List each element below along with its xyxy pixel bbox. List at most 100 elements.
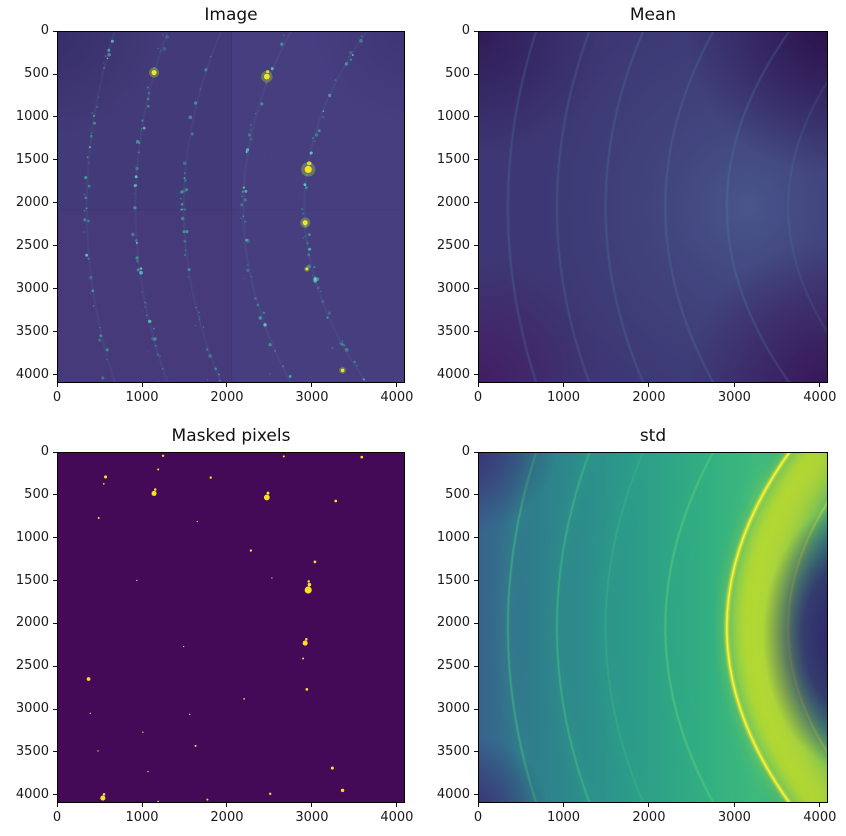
y-tick-mark <box>53 751 57 753</box>
y-tick-mark <box>53 159 57 161</box>
y-tick-mark <box>474 580 478 582</box>
x-tick-label: 1000 <box>546 390 581 405</box>
y-tick-mark <box>53 451 57 453</box>
y-tick-mark <box>53 622 57 624</box>
y-tick-label: 500 <box>24 486 49 502</box>
subplot-mean-title: Mean <box>629 5 677 25</box>
y-tick-mark <box>53 30 57 32</box>
y-tick-label: 4000 <box>15 786 49 802</box>
x-tick-mark <box>396 803 398 807</box>
y-tick-mark <box>474 665 478 667</box>
y-tick-mark <box>474 751 478 753</box>
x-tick-label: 4000 <box>803 390 837 405</box>
y-tick-mark <box>474 622 478 624</box>
x-tick-label: 4000 <box>380 390 414 405</box>
y-tick-label: 4000 <box>436 366 470 382</box>
x-tick-mark <box>733 383 735 387</box>
x-tick-mark <box>477 803 479 807</box>
y-tick-mark <box>474 537 478 539</box>
y-tick-mark <box>474 374 478 376</box>
x-tick-mark <box>819 803 821 807</box>
y-tick-label: 2500 <box>15 658 49 674</box>
y-tick-label: 1500 <box>436 572 470 588</box>
x-tick-mark <box>648 803 650 807</box>
y-tick-mark <box>474 202 478 204</box>
x-tick-mark <box>477 383 479 387</box>
y-tick-label: 500 <box>445 66 470 81</box>
y-tick-mark <box>474 116 478 118</box>
x-tick-label: 3000 <box>295 810 329 825</box>
y-tick-label: 1500 <box>15 572 49 588</box>
subplot-mean-heatmap <box>479 32 827 382</box>
y-tick-mark <box>53 580 57 582</box>
y-tick-label: 3500 <box>436 743 470 759</box>
subplot-mean-plot-area <box>478 31 828 383</box>
y-tick-mark <box>53 73 57 75</box>
subplot-std-heatmap <box>479 453 827 802</box>
subplot-std-title: std <box>639 426 667 446</box>
x-tick-mark <box>311 383 313 387</box>
y-tick-mark <box>474 708 478 710</box>
y-tick-label: 2000 <box>436 615 470 631</box>
y-tick-label: 4000 <box>15 366 49 382</box>
x-tick-mark <box>226 803 228 807</box>
y-tick-label: 1000 <box>436 108 470 124</box>
y-tick-label: 3500 <box>436 323 470 339</box>
x-tick-label: 0 <box>473 390 483 405</box>
y-tick-label: 2000 <box>15 194 49 210</box>
x-tick-label: 3000 <box>295 390 329 405</box>
y-tick-label: 4000 <box>436 786 470 802</box>
y-tick-mark <box>474 494 478 496</box>
subplot-image-title: Image <box>204 5 258 25</box>
x-tick-label: 0 <box>473 810 483 825</box>
y-tick-label: 2500 <box>436 237 470 253</box>
y-tick-mark <box>53 116 57 118</box>
x-tick-label: 2000 <box>210 390 244 405</box>
y-tick-label: 2500 <box>436 658 470 674</box>
x-tick-label: 2000 <box>210 810 244 825</box>
subplot-std-plot-area <box>478 452 828 803</box>
x-tick-mark <box>819 383 821 387</box>
y-tick-label: 1000 <box>15 529 49 545</box>
y-tick-label: 3500 <box>15 323 49 339</box>
y-tick-mark <box>53 331 57 333</box>
y-tick-label: 2000 <box>436 194 470 210</box>
x-tick-label: 4000 <box>803 810 837 825</box>
y-tick-label: 3000 <box>15 701 49 717</box>
y-tick-mark <box>474 245 478 247</box>
x-tick-mark <box>562 383 564 387</box>
y-tick-label: 3500 <box>15 743 49 759</box>
x-tick-label: 1000 <box>125 390 159 405</box>
subplot-image-heatmap <box>58 32 404 382</box>
y-tick-label: 500 <box>445 486 470 502</box>
x-tick-label: 1000 <box>125 810 159 825</box>
y-tick-mark <box>53 537 57 539</box>
x-tick-mark <box>56 803 58 807</box>
x-tick-label: 2000 <box>632 390 666 405</box>
x-tick-mark <box>562 803 564 807</box>
y-tick-label: 0 <box>40 23 49 39</box>
x-tick-label: 1000 <box>546 810 581 825</box>
y-tick-label: 2500 <box>15 237 49 253</box>
y-tick-label: 0 <box>40 444 49 460</box>
x-tick-mark <box>56 383 58 387</box>
subplot-image-plot-area <box>57 31 405 383</box>
x-tick-mark <box>648 383 650 387</box>
x-tick-label: 0 <box>52 390 62 405</box>
y-tick-mark <box>53 665 57 667</box>
y-tick-label: 3000 <box>15 280 49 296</box>
y-tick-mark <box>53 202 57 204</box>
x-tick-mark <box>733 803 735 807</box>
y-tick-mark <box>474 288 478 290</box>
y-tick-label: 0 <box>461 444 470 460</box>
subplot-masked-pixels-heatmap <box>58 453 404 802</box>
y-tick-label: 3000 <box>436 701 470 717</box>
x-tick-label: 0 <box>52 810 62 825</box>
y-tick-label: 1000 <box>436 529 470 545</box>
y-tick-mark <box>474 331 478 333</box>
